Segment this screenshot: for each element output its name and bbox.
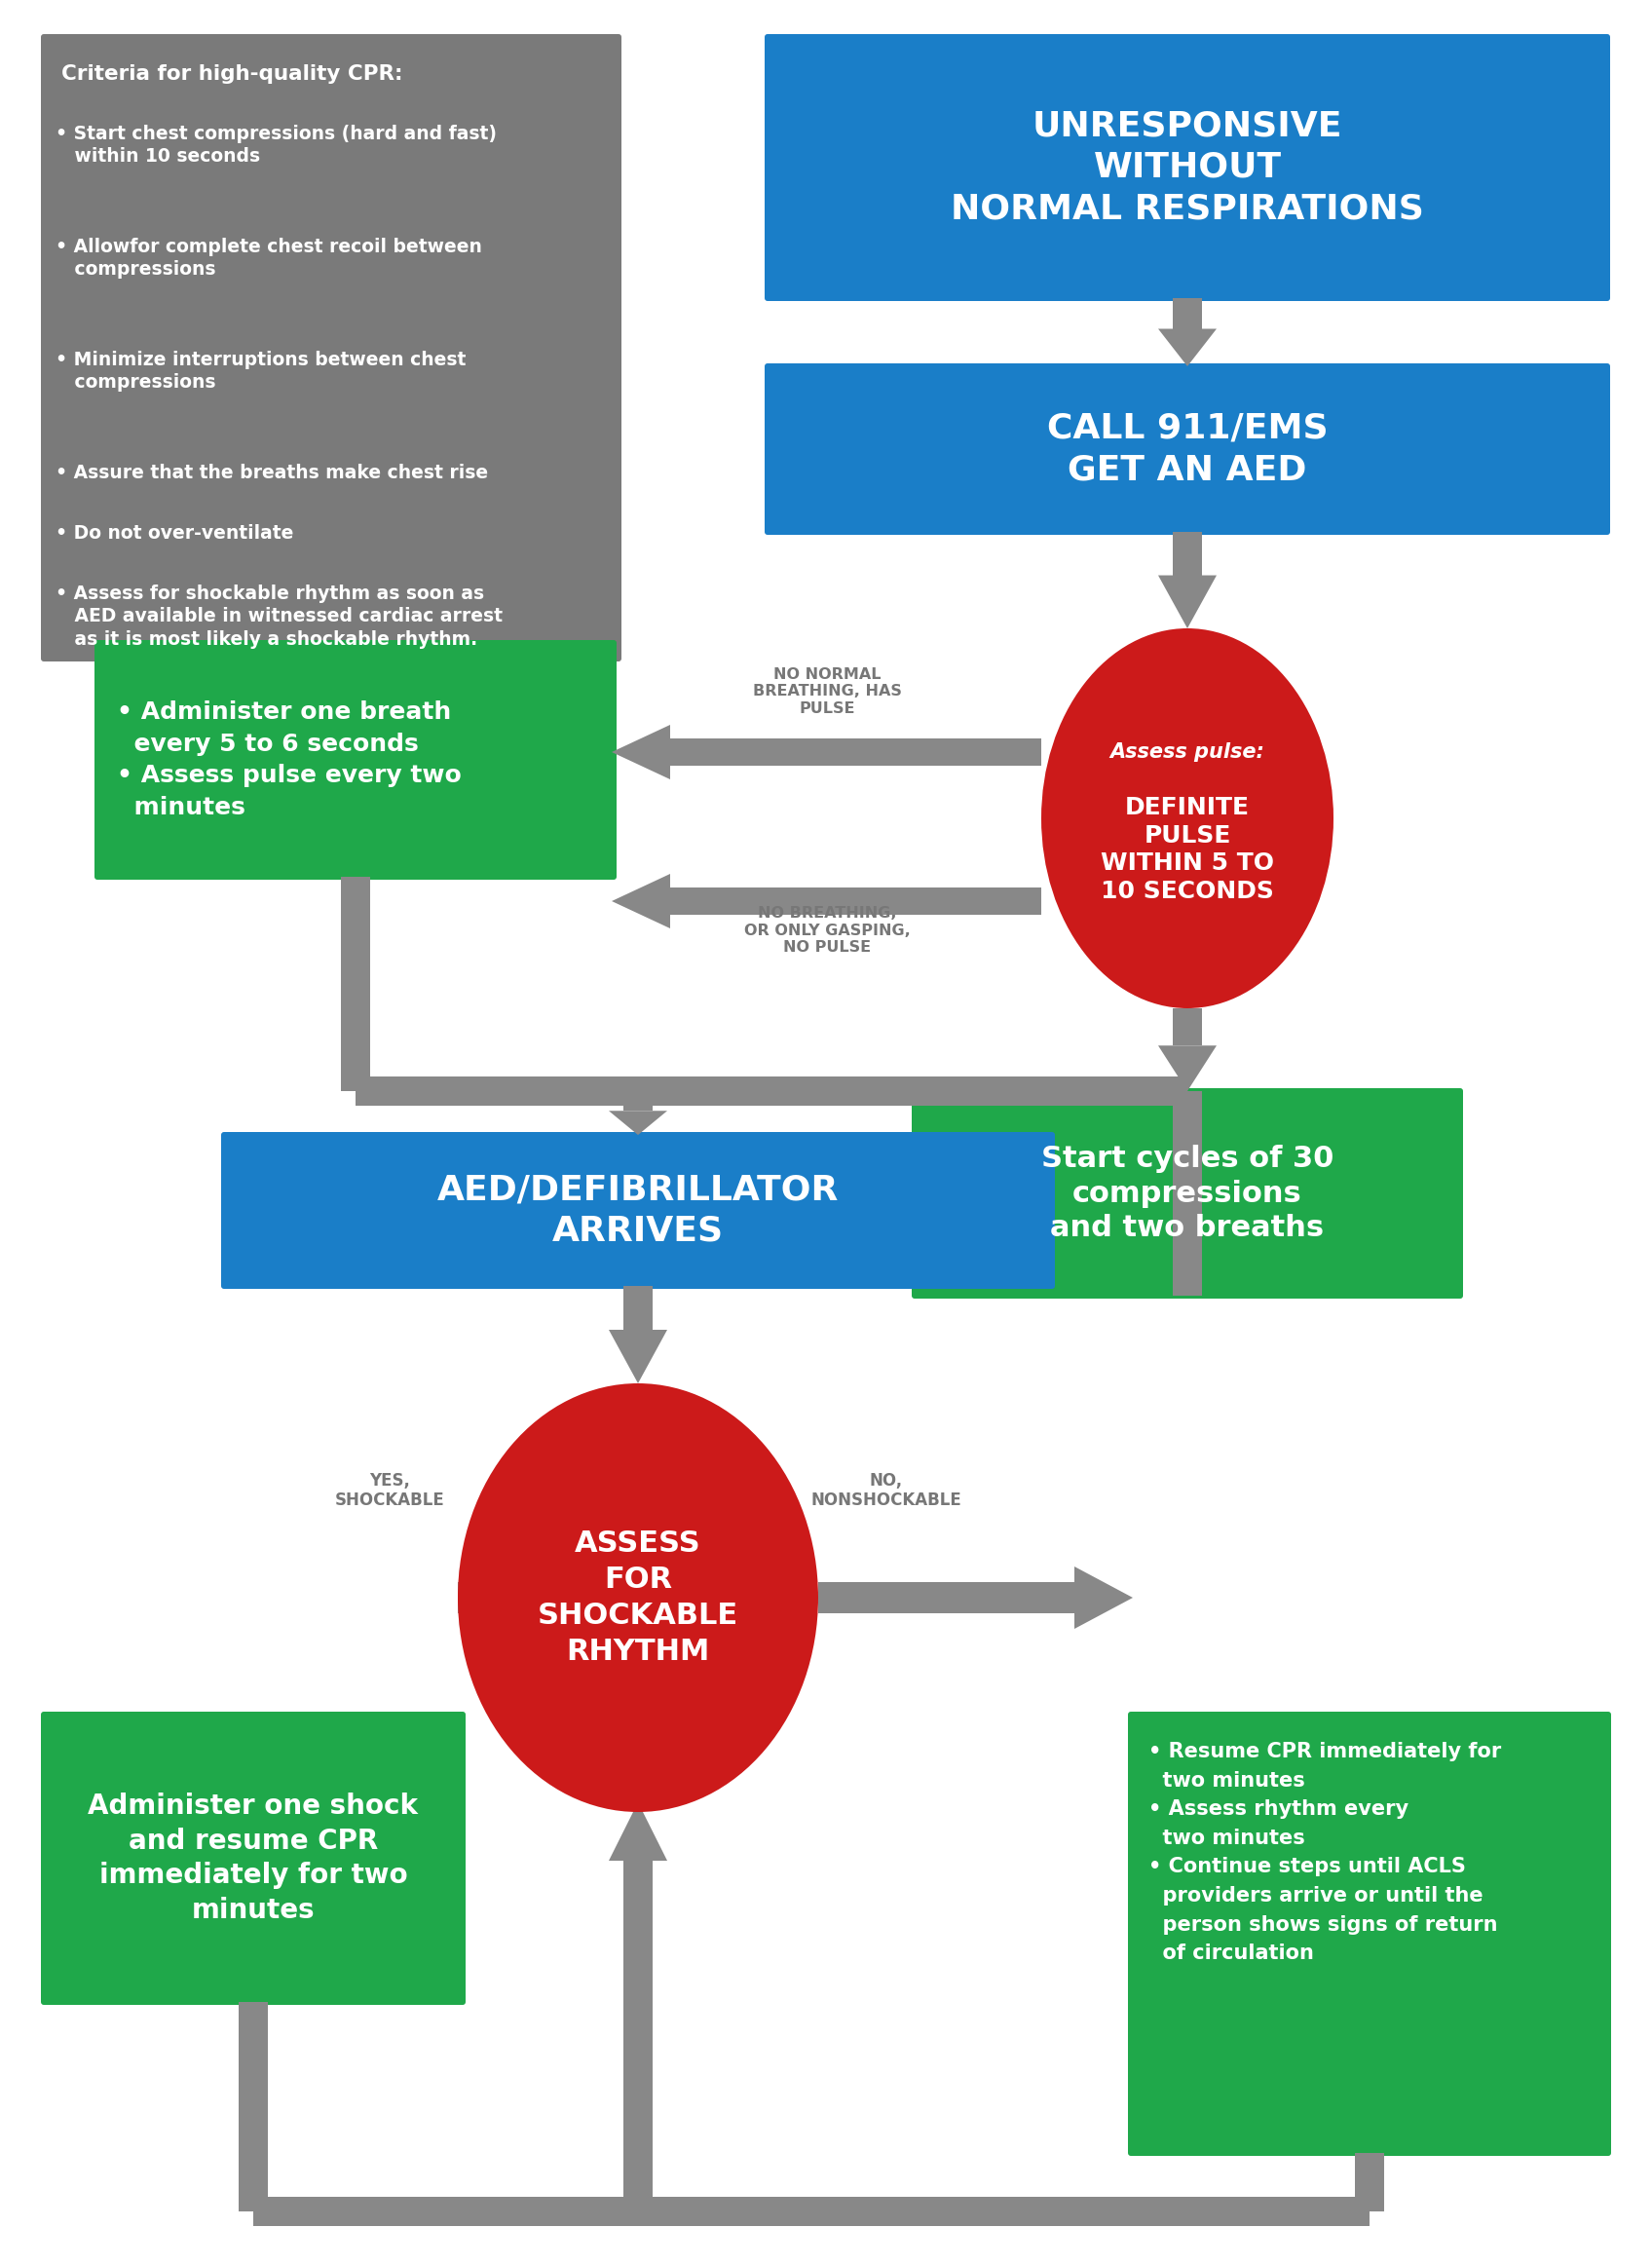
FancyBboxPatch shape: [41, 1712, 466, 2005]
Text: UNRESPONSIVE
WITHOUT
NORMAL RESPIRATIONS: UNRESPONSIVE WITHOUT NORMAL RESPIRATIONS: [952, 111, 1424, 224]
Text: NO,
NONSHOCKABLE: NO, NONSHOCKABLE: [811, 1472, 961, 1508]
Text: DEFINITE
PULSE
WITHIN 5 TO
10 SECONDS: DEFINITE PULSE WITHIN 5 TO 10 SECONDS: [1100, 795, 1274, 904]
Polygon shape: [610, 1803, 667, 1862]
FancyBboxPatch shape: [765, 34, 1611, 301]
Text: YES,
SHOCKABLE: YES, SHOCKABLE: [335, 1472, 444, 1508]
Text: Criteria for high-quality CPR:: Criteria for high-quality CPR:: [61, 63, 403, 84]
Polygon shape: [611, 874, 671, 929]
Bar: [238, 2002, 268, 2211]
Text: NO NORMAL
BREATHING, HAS
PULSE: NO NORMAL BREATHING, HAS PULSE: [753, 668, 902, 716]
Bar: [623, 1287, 653, 1330]
Bar: [818, 1581, 1074, 1613]
Text: AED/DEFIBRILLATOR
ARRIVES: AED/DEFIBRILLATOR ARRIVES: [438, 1173, 839, 1248]
Bar: [1173, 299, 1203, 328]
Polygon shape: [1074, 1567, 1133, 1629]
Text: • Assess for shockable rhythm as soon as
   AED available in witnessed cardiac a: • Assess for shockable rhythm as soon as…: [56, 584, 502, 648]
Bar: [671, 888, 1041, 915]
Polygon shape: [1158, 575, 1216, 627]
Text: • Start chest compressions (hard and fast)
   within 10 seconds: • Start chest compressions (hard and fas…: [56, 125, 497, 165]
Text: ASSESS
FOR
SHOCKABLE
RHYTHM: ASSESS FOR SHOCKABLE RHYTHM: [537, 1529, 738, 1667]
Bar: [623, 1092, 653, 1110]
Ellipse shape: [1041, 627, 1333, 1008]
Polygon shape: [611, 725, 671, 779]
Text: Assess pulse:: Assess pulse:: [1110, 743, 1265, 761]
Text: • Resume CPR immediately for
  two minutes
• Assess rhythm every
  two minutes
•: • Resume CPR immediately for two minutes…: [1148, 1742, 1502, 1964]
Bar: [1355, 2154, 1384, 2211]
Ellipse shape: [458, 1384, 818, 1812]
Text: • Assure that the breaths make chest rise: • Assure that the breaths make chest ris…: [56, 464, 487, 482]
Bar: [253, 2197, 1370, 2226]
Bar: [1173, 1092, 1203, 1296]
Text: • Do not over-ventilate: • Do not over-ventilate: [56, 523, 294, 544]
Text: NO BREATHING,
OR ONLY GASPING,
NO PULSE: NO BREATHING, OR ONLY GASPING, NO PULSE: [745, 906, 910, 954]
Polygon shape: [1158, 1046, 1216, 1092]
Bar: [623, 1862, 653, 2211]
Polygon shape: [610, 1110, 667, 1135]
FancyBboxPatch shape: [1128, 1712, 1611, 2156]
FancyBboxPatch shape: [41, 34, 621, 661]
Polygon shape: [610, 1330, 667, 1384]
Text: CALL 911/EMS
GET AN AED: CALL 911/EMS GET AN AED: [1047, 412, 1328, 487]
Bar: [340, 877, 370, 1092]
Bar: [1173, 532, 1203, 575]
FancyBboxPatch shape: [221, 1132, 1056, 1289]
Text: • Allowfor complete chest recoil between
   compressions: • Allowfor complete chest recoil between…: [56, 238, 482, 279]
Bar: [1173, 1008, 1203, 1046]
FancyBboxPatch shape: [94, 641, 616, 879]
Polygon shape: [1158, 328, 1216, 367]
Bar: [671, 738, 1041, 766]
Bar: [638, 1076, 1188, 1105]
FancyBboxPatch shape: [765, 362, 1611, 535]
Text: Administer one shock
and resume CPR
immediately for two
minutes: Administer one shock and resume CPR imme…: [88, 1792, 418, 1923]
Text: • Minimize interruptions between chest
   compressions: • Minimize interruptions between chest c…: [56, 351, 466, 392]
Text: • Administer one breath
  every 5 to 6 seconds
• Assess pulse every two
  minute: • Administer one breath every 5 to 6 sec…: [117, 700, 461, 820]
Text: Start cycles of 30
compressions
and two breaths: Start cycles of 30 compressions and two …: [1041, 1144, 1333, 1243]
FancyBboxPatch shape: [912, 1087, 1464, 1298]
Bar: [355, 1076, 638, 1105]
